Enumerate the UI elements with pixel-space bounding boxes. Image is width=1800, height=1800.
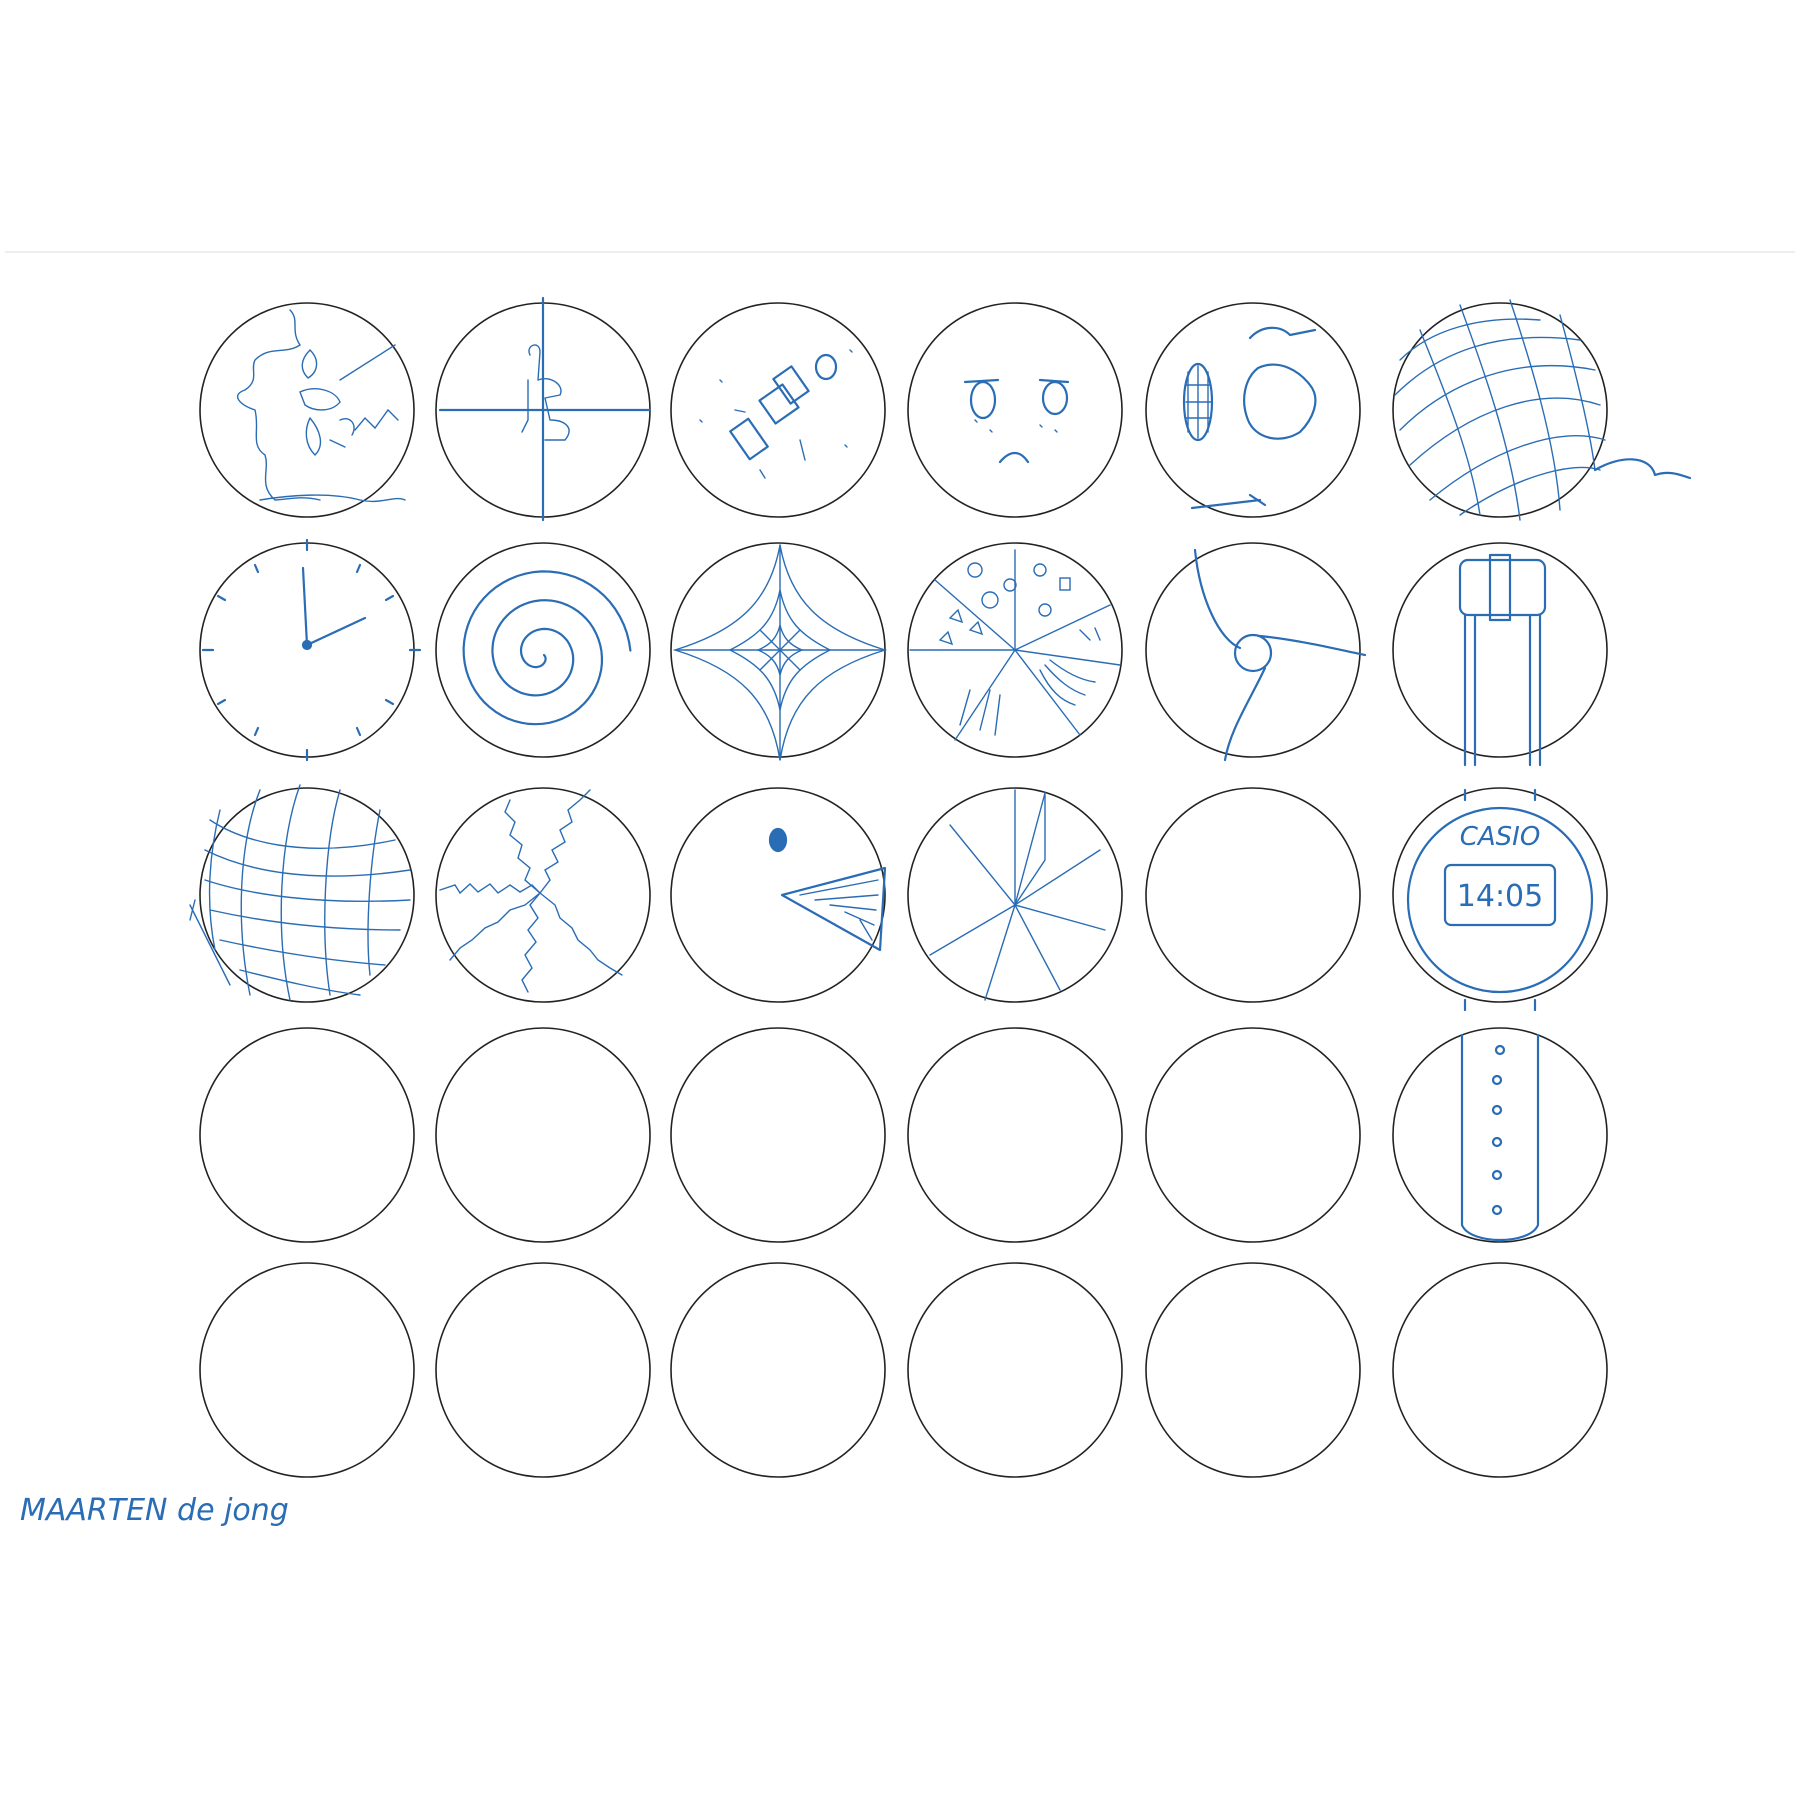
circle-spiral xyxy=(435,542,651,758)
circle-plate-with-food-and-cutlery xyxy=(1145,302,1361,518)
signature: MAARTEN de jong xyxy=(20,1493,289,1528)
yarn-ball-drawing xyxy=(1394,299,1692,521)
wristwatch-face-drawing: CASIO 14:05 xyxy=(1406,788,1594,1012)
watch-brand-label: CASIO xyxy=(1460,822,1541,852)
circle-empty xyxy=(1145,787,1361,1003)
sad-face-drawing xyxy=(963,378,1070,464)
circle-empty xyxy=(670,1027,886,1243)
circle-pizza xyxy=(907,542,1123,758)
circle-yarn-ball xyxy=(1392,302,1608,518)
plate-food-drawing xyxy=(1182,326,1317,510)
clock-drawing xyxy=(201,538,422,762)
circle-jagged-segments xyxy=(435,787,651,1003)
pizza-drawing xyxy=(909,549,1121,741)
circle-empty xyxy=(907,1262,1123,1478)
circle-wristwatch-face xyxy=(1392,787,1608,1003)
umbrella-top-drawing xyxy=(929,789,1106,1001)
circle-empty xyxy=(1392,1262,1608,1478)
circle-pac-man-bird xyxy=(670,787,886,1003)
watch-strap-buckle-drawing xyxy=(1458,553,1547,767)
circle-empty xyxy=(1145,1262,1361,1478)
circle-empty xyxy=(907,1027,1123,1243)
watch-time-label: 14:05 xyxy=(1457,879,1543,914)
circle-satellite-in-space xyxy=(670,302,886,518)
circle-empty xyxy=(670,1262,886,1478)
world-map-drawing xyxy=(236,309,406,503)
watch-strap-holes-drawing xyxy=(1460,1033,1540,1241)
jagged-segments-drawing xyxy=(439,789,623,993)
circle-mesh-sphere xyxy=(199,787,415,1003)
mesh-sphere-drawing xyxy=(189,784,411,1001)
circle-empty xyxy=(435,1027,651,1243)
spider-web-drawing xyxy=(672,544,888,761)
circle-empty xyxy=(435,1262,651,1478)
circle-sad-face xyxy=(907,302,1123,518)
crosshair-figure-drawing xyxy=(438,296,652,522)
circle-watch-strap-holes xyxy=(1392,1027,1608,1243)
circle-watch-strap-buckle xyxy=(1392,542,1608,758)
circle-empty xyxy=(199,1262,415,1478)
circle-world-map xyxy=(199,302,415,518)
circle-empty xyxy=(1145,1027,1361,1243)
circle-swirl xyxy=(1145,542,1361,758)
circle-umbrella-top xyxy=(907,787,1123,1003)
swirl-drawing xyxy=(1193,548,1367,762)
pac-man-bird-drawing xyxy=(768,827,887,952)
circle-grid xyxy=(199,302,1608,1478)
circle-empty xyxy=(199,1027,415,1243)
satellite-drawing xyxy=(699,349,853,479)
spiral-drawing xyxy=(462,570,632,726)
